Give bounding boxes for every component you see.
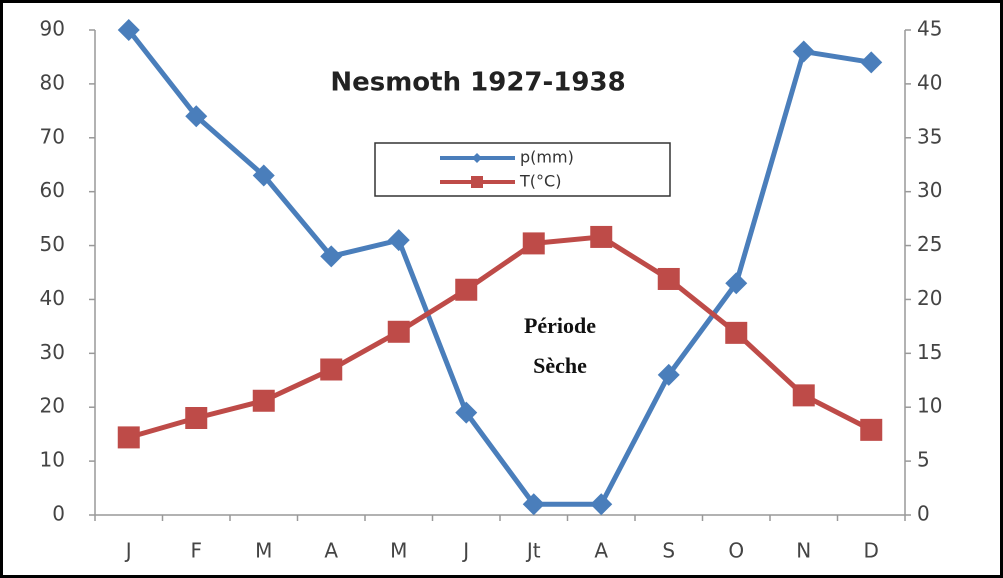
marker: [590, 225, 613, 248]
marker: [860, 51, 883, 74]
marker: [792, 40, 815, 63]
annotation: Sèche: [533, 353, 587, 378]
marker: [117, 19, 140, 41]
marker: [320, 245, 343, 268]
y-tick-label: 90: [40, 17, 65, 41]
marker: [185, 407, 208, 429]
legend-label: T(°C): [519, 172, 561, 191]
y-tick-label: 80: [40, 70, 65, 94]
chart-title: Nesmoth 1927-1938: [330, 68, 625, 98]
x-tick-label: N: [796, 539, 811, 563]
y2-tick-label: 45: [917, 17, 942, 41]
marker: [252, 164, 275, 187]
legend-marker: [471, 176, 483, 188]
legend-marker: [472, 153, 482, 163]
marker: [387, 229, 410, 252]
x-tick-label: O: [728, 539, 744, 563]
marker: [522, 493, 545, 516]
y-tick-label: 0: [52, 502, 65, 526]
marker: [117, 426, 140, 449]
y-tick-label: 50: [40, 232, 65, 256]
x-tick-label: D: [864, 539, 879, 563]
y2-tick-label: 25: [917, 232, 942, 256]
y2-tick-label: 5: [917, 448, 930, 472]
marker: [252, 389, 275, 412]
y2-tick-label: 40: [917, 70, 942, 94]
marker: [387, 320, 410, 343]
marker: [455, 401, 478, 424]
marker: [860, 418, 883, 441]
legend-label: p(mm): [520, 148, 574, 167]
line: [126, 28, 872, 507]
marker: [590, 493, 613, 516]
marker: [320, 358, 343, 381]
marker: [455, 278, 478, 301]
x-tick-label: Jt: [525, 539, 541, 563]
legend-box: [374, 142, 671, 197]
line: [128, 234, 873, 440]
y2-tick-label: 10: [917, 394, 942, 418]
x-tick-label: S: [662, 539, 675, 563]
y-tick-label: 70: [40, 124, 65, 148]
y2-tick-label: 0: [917, 502, 930, 526]
marker: [185, 105, 208, 128]
marker: [725, 321, 748, 344]
y-tick-label: 20: [40, 394, 65, 418]
x-tick-label: A: [324, 539, 338, 563]
marker: [657, 267, 680, 290]
y2-tick-label: 20: [917, 286, 942, 310]
y2-tick-label: 30: [917, 178, 942, 202]
y-tick-label: 10: [40, 448, 65, 472]
annotation: Période: [524, 313, 596, 338]
y2-tick-label: 35: [917, 124, 942, 148]
x-tick-label: F: [190, 539, 202, 563]
y-tick-label: 30: [40, 340, 65, 364]
x-tick-label: J: [461, 539, 469, 563]
marker: [657, 363, 680, 386]
marker: [725, 272, 748, 295]
y2-tick-label: 15: [917, 340, 942, 364]
marker: [522, 232, 545, 255]
x-tick-label: M: [390, 539, 407, 563]
x-tick-label: J: [124, 539, 132, 563]
x-tick-label: M: [255, 539, 272, 563]
y-tick-label: 40: [40, 286, 65, 310]
y-tick-label: 60: [40, 178, 65, 202]
marker: [792, 384, 815, 407]
x-tick-label: A: [594, 539, 608, 563]
